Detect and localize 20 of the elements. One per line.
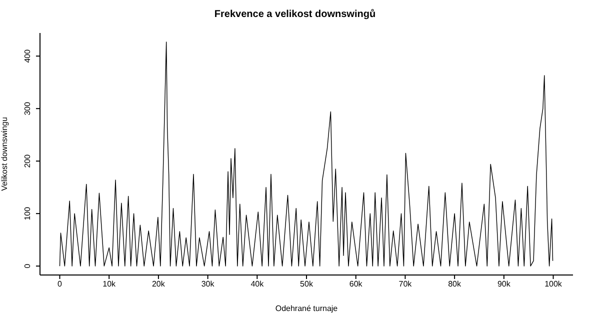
y-tick-label: 200: [23, 154, 32, 168]
x-tick-label: 100k: [544, 280, 563, 289]
x-tick-label: 90k: [497, 280, 512, 289]
x-tick-label: 80k: [448, 280, 462, 289]
x-tick-label: 30k: [201, 280, 216, 289]
x-tick-label: 0: [58, 280, 63, 289]
x-axis-title: Odehrané turnaje: [275, 304, 338, 313]
y-tick-label: 0: [23, 263, 32, 268]
x-tick-label: 60k: [349, 280, 364, 289]
y-tick-label: 400: [23, 48, 32, 63]
y-tick-label: 300: [23, 101, 32, 116]
chart-title: Frekvence a velikost downswingů: [213, 9, 377, 20]
x-tick-label: 40k: [250, 280, 265, 289]
x-tick-label: 50k: [300, 280, 314, 289]
x-tick-label: 70k: [398, 280, 413, 289]
line-series: [59, 42, 554, 266]
y-tick-label: 100: [23, 206, 32, 220]
x-tick-label: 10k: [102, 280, 117, 289]
x-tick-label: 20k: [152, 280, 166, 289]
y-axis-title: Velikost downswingu: [0, 117, 9, 191]
